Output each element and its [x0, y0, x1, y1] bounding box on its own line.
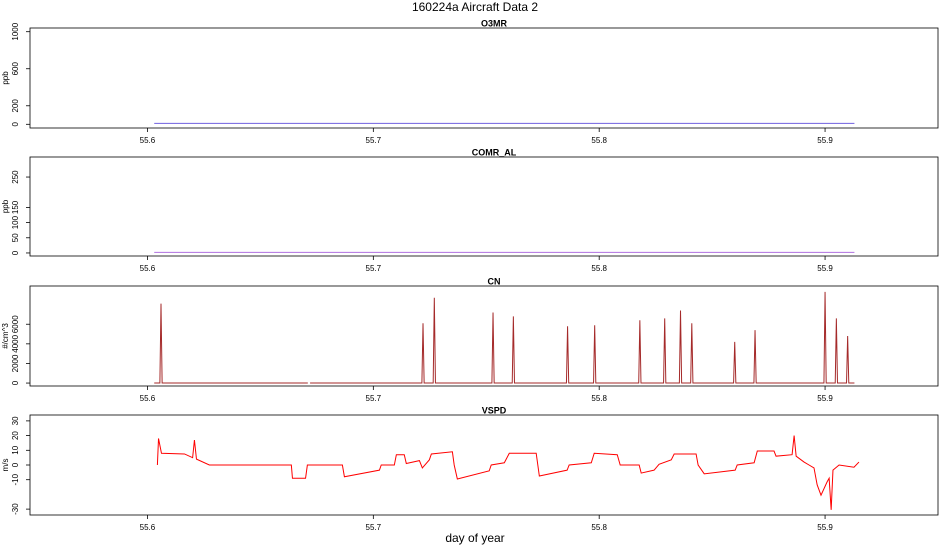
y-tick-label: 2000	[11, 354, 20, 372]
x-tick-label: 55.8	[591, 264, 607, 273]
y-tick-label: 0	[11, 380, 20, 385]
plot-frame	[29, 414, 939, 516]
plot-frame	[29, 156, 939, 257]
y-axis-label: ppb	[1, 71, 10, 85]
y-axis-label: #/cm^3	[1, 323, 10, 349]
y-tick-label: 30	[11, 416, 20, 425]
y-tick-label: 200	[11, 99, 20, 113]
panel-title: O3MR	[481, 18, 508, 28]
y-axis-label: m/s	[1, 459, 10, 472]
plot-frame	[29, 285, 939, 387]
x-tick-label: 55.7	[366, 394, 382, 403]
y-axis-label: ppb	[1, 199, 10, 213]
x-tick-label: 55.6	[140, 136, 156, 145]
x-tick-label: 55.9	[817, 136, 833, 145]
y-tick-label: 100	[11, 215, 20, 229]
x-tick-label: 55.8	[591, 136, 607, 145]
y-tick-label: 150	[11, 200, 20, 214]
x-tick-label: 55.9	[817, 394, 833, 403]
x-tick-label: 55.7	[366, 264, 382, 273]
y-tick-label: 6000	[11, 315, 20, 333]
y-tick-label: 600	[11, 62, 20, 76]
x-tick-label: 55.7	[366, 523, 382, 532]
x-tick-label: 55.8	[591, 523, 607, 532]
y-tick-label: 10	[11, 445, 20, 454]
x-tick-label: 55.9	[817, 264, 833, 273]
panel-title: CN	[488, 276, 501, 286]
panel-title: VSPD	[482, 405, 507, 415]
y-tick-label: 4000	[11, 334, 20, 352]
y-tick-label: 250	[11, 170, 20, 184]
x-tick-label: 55.9	[817, 523, 833, 532]
x-tick-label: 55.6	[140, 523, 156, 532]
data-line	[154, 291, 855, 384]
y-tick-label: 0	[11, 122, 20, 127]
data-line	[156, 435, 860, 510]
y-tick-label: 0	[11, 462, 20, 467]
y-tick-label: 20	[11, 431, 20, 440]
panel-title: COMR_AL	[472, 147, 517, 157]
x-axis-label: day of year	[445, 531, 504, 545]
x-tick-label: 55.6	[140, 394, 156, 403]
y-tick-label: -10	[11, 473, 20, 485]
x-tick-label: 55.8	[591, 394, 607, 403]
y-tick-label: -30	[11, 503, 20, 515]
x-tick-label: 55.6	[140, 264, 156, 273]
y-tick-label: 50	[11, 233, 20, 242]
y-tick-label: 1000	[11, 22, 20, 40]
y-tick-label: 0	[11, 250, 20, 255]
plot-frame	[29, 27, 939, 129]
x-tick-label: 55.7	[366, 136, 382, 145]
page-title: 160224a Aircraft Data 2	[412, 0, 538, 14]
